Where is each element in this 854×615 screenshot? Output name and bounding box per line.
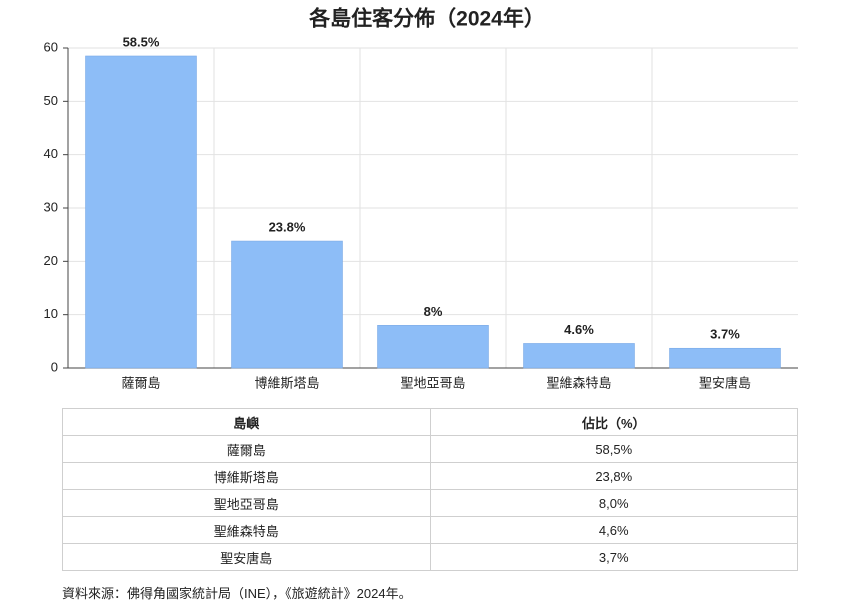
table-cell: 博維斯塔島 bbox=[62, 462, 431, 490]
y-tick-label: 60 bbox=[44, 39, 58, 54]
table-row: 薩爾島 58,5% bbox=[62, 435, 798, 463]
x-tick-label: 聖安唐島 bbox=[699, 375, 751, 390]
chart-title: 各島住客分佈（2024年） bbox=[308, 7, 545, 31]
y-tick-label: 50 bbox=[44, 93, 58, 108]
y-tick-label: 30 bbox=[44, 199, 58, 214]
table-cell: 聖維森特島 bbox=[62, 516, 431, 544]
table-cell: 58,5% bbox=[429, 435, 798, 463]
data-table: 島嶼 佔比（%） 薩爾島 58,5% 博維斯塔島 23,8% 聖地亞哥島 8,0% 聖維森特… bbox=[62, 408, 798, 571]
y-tick-label: 10 bbox=[44, 306, 58, 321]
table-cell: 23,8% bbox=[429, 462, 798, 490]
header-cell: 佔比（%） bbox=[429, 408, 798, 436]
chart: 各島住客分佈（2024年） 0 10 20 30 40 50 60 薩爾島 58.5% 博維斯塔島… bbox=[44, 7, 798, 390]
value-label: 58.5% bbox=[123, 34, 160, 49]
table-cell: 聖地亞哥島 bbox=[62, 489, 431, 517]
y-tick-label: 40 bbox=[44, 146, 58, 161]
header-cell: 島嶼 bbox=[62, 408, 431, 436]
table-cell: 4,6% bbox=[429, 516, 798, 544]
table-row: 聖地亞哥島 8,0% bbox=[62, 489, 798, 517]
bar bbox=[377, 325, 489, 369]
x-tick-label: 聖地亞哥島 bbox=[400, 375, 465, 390]
value-label: 4.6% bbox=[564, 322, 594, 337]
table-header: 島嶼 佔比（%） bbox=[62, 408, 798, 436]
table-cell: 3,7% bbox=[429, 543, 798, 571]
table-body: 薩爾島 58,5% 博維斯塔島 23,8% 聖地亞哥島 8,0% 聖維森特島 4,6% 聖安唐島… bbox=[62, 435, 798, 571]
table-row: 博維斯塔島 23,8% bbox=[62, 462, 798, 490]
value-label: 3.7% bbox=[710, 327, 740, 342]
table-cell: 8,0% bbox=[429, 489, 798, 517]
table-cell: 薩爾島 bbox=[62, 435, 431, 463]
bar bbox=[85, 55, 197, 369]
table-cell: 聖安唐島 bbox=[62, 543, 431, 571]
x-tick-label: 薩爾島 bbox=[121, 375, 160, 390]
bar bbox=[669, 347, 781, 369]
x-tick-label: 聖維森特島 bbox=[546, 375, 611, 390]
y-tick-label: 0 bbox=[51, 359, 58, 374]
table-row: 聖安唐島 3,7% bbox=[62, 543, 798, 571]
table-row: 聖維森特島 4,6% bbox=[62, 516, 798, 544]
source-note: 資料來源：佛得角國家統計局（INE），《旅遊統計》2024年。 bbox=[62, 586, 412, 601]
value-label: 23.8% bbox=[269, 220, 306, 235]
y-tick-label: 20 bbox=[44, 253, 58, 268]
value-label: 8% bbox=[424, 304, 443, 319]
bar bbox=[523, 343, 635, 369]
x-tick-label: 博維斯塔島 bbox=[254, 375, 319, 390]
bar bbox=[231, 240, 343, 369]
